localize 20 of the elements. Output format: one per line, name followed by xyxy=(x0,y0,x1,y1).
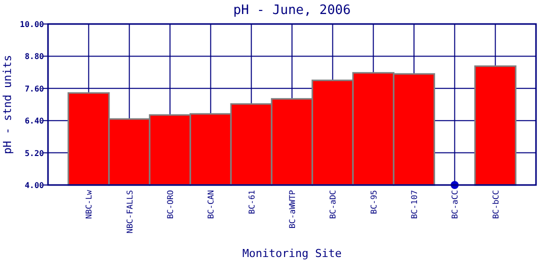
x-tick-label: NBC-FALLS xyxy=(125,190,134,234)
x-tick-label: NBC-Lw xyxy=(84,190,94,219)
y-tick-label: 6.40 xyxy=(24,116,44,126)
chart-title: pH - June, 2006 xyxy=(233,3,351,18)
y-tick-label: 5.20 xyxy=(24,148,44,158)
x-tick-label: BC-95 xyxy=(369,190,378,214)
y-axis-title: pH - stnd units xyxy=(1,54,14,154)
x-tick-label: BC-ORO xyxy=(166,190,175,219)
x-axis-title: Monitoring Site xyxy=(242,247,342,260)
x-tick-label: BC-61 xyxy=(247,190,256,214)
x-tick-label: BC-bCC xyxy=(491,190,500,219)
y-tick-label: 4.00 xyxy=(24,181,44,190)
x-tick-label: BC-aDC xyxy=(328,190,338,219)
x-tick-label: BC-CAN xyxy=(206,190,216,219)
x-tick-label: BC-aCC xyxy=(450,190,460,219)
y-tick-label: 7.60 xyxy=(24,84,44,94)
y-tick-label: 10.00 xyxy=(20,20,44,29)
x-tick-label: BC-107 xyxy=(410,190,419,219)
x-tick-label: BC-aWWTP xyxy=(288,190,297,229)
y-tick-label: 8.80 xyxy=(24,52,44,62)
